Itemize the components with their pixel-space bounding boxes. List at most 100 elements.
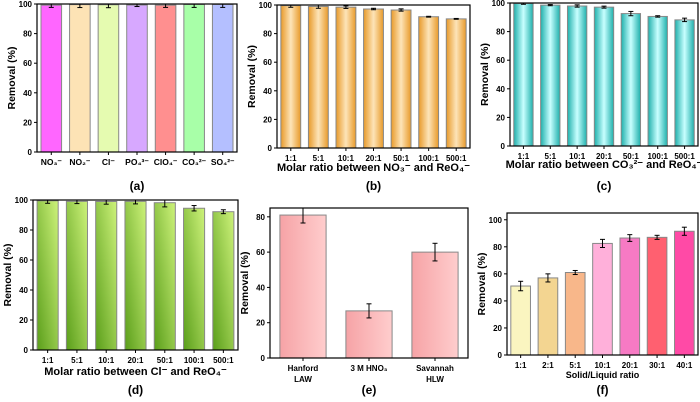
- y-tick-label: 0: [28, 148, 33, 157]
- y-tick-label: 80: [19, 226, 28, 235]
- panel-d: 1:1 5:1 10:1 20:1 50:1 100:1 500:1 0 20 40 60 80 100…: [2, 196, 239, 397]
- x-tick-label: ClO₄⁻: [154, 157, 178, 167]
- bar: [211, 3, 234, 153]
- y-axis-label: Removal (%): [479, 43, 491, 106]
- x-axis-label: Molar ratio between Cl⁻ and ReO₄⁻: [44, 366, 227, 378]
- panel-a: NO₃⁻ NO₂⁻ Cl⁻ PO₄³⁻ ClO₄⁻ CO₃²⁻ SO₄²⁻ 0 20 40 60 80…: [6, 0, 238, 193]
- bar: [36, 200, 59, 351]
- panel-label: (e): [362, 383, 377, 397]
- plot-frame: [32, 199, 239, 351]
- x-tick-label: SO₄²⁻: [211, 157, 235, 167]
- y-tick-label: 100: [492, 0, 506, 8]
- x-tick-label: 3 M HNO₃: [350, 364, 387, 373]
- bar: [674, 19, 695, 147]
- panel-label: (d): [128, 383, 143, 397]
- bar: [593, 6, 615, 147]
- y-axis-label: Removal (%): [6, 46, 18, 109]
- x-tick-label: 500:1: [446, 154, 467, 163]
- y-tick-label: 40: [23, 89, 32, 98]
- bar: [445, 18, 467, 149]
- panel-label: (f): [597, 383, 609, 397]
- y-tick-label: 60: [23, 59, 32, 68]
- bar: [646, 236, 668, 356]
- plot-frame: [276, 4, 471, 149]
- bar: [183, 3, 205, 153]
- x-tick-label: 50:1: [623, 152, 640, 161]
- y-tick-label: 20: [19, 316, 28, 325]
- bar: [97, 4, 120, 153]
- y-tick-label: 40: [256, 283, 265, 292]
- bar: [154, 4, 177, 153]
- bar: [279, 214, 327, 359]
- x-tick-label: 5:1: [313, 154, 325, 163]
- bar: [513, 2, 534, 147]
- x-tick-label: Hanford: [288, 364, 319, 373]
- y-tick-label: 80: [493, 243, 502, 252]
- x-tick-label: LAW: [294, 375, 312, 384]
- y-axis-label: Removal (%): [2, 243, 14, 306]
- y-axis-label: Removal (%): [246, 45, 258, 108]
- y-tick-label: 60: [263, 58, 272, 67]
- y-tick-label: 40: [19, 286, 28, 295]
- x-tick-label: 1:1: [285, 154, 297, 163]
- bar: [620, 13, 642, 147]
- panel-b: 1:1 5:1 10:1 20:1 50:1 100:1 500:1 0 20 40 60 80 100…: [246, 1, 471, 193]
- bar: [335, 6, 357, 149]
- x-tick-label: 20:1: [365, 154, 382, 163]
- y-tick-label: 40: [263, 87, 272, 96]
- plot-frame: [269, 207, 469, 359]
- bar: [363, 8, 384, 149]
- x-tick-label: NO₂⁻: [69, 157, 91, 167]
- y-tick-label: 80: [263, 30, 272, 39]
- x-tick-label: 1:1: [518, 152, 530, 161]
- x-tick-label: 2:1: [542, 361, 554, 370]
- x-tick-label: 5:1: [545, 152, 557, 161]
- y-tick-label: 20: [23, 118, 32, 127]
- x-tick-label: 20:1: [622, 361, 639, 370]
- x-tick-label: Savannah: [416, 364, 454, 373]
- y-tick-label: 60: [493, 270, 502, 279]
- bar: [153, 202, 176, 351]
- x-tick-label: 10:1: [594, 361, 611, 370]
- x-axis-label: Molar ratio between CO₃²⁻ and ReO₄⁻: [506, 159, 700, 171]
- bar: [510, 285, 531, 356]
- x-tick-label: 20:1: [127, 356, 144, 365]
- bar: [69, 4, 91, 153]
- plot-frame: [506, 212, 699, 356]
- panel-f: 1:1 2:1 5:1 10:1 20:1 30:1 40:1 0 20 40 60 80 100 Rem…: [476, 212, 699, 397]
- bar: [307, 5, 329, 149]
- y-tick-label: 20: [263, 115, 272, 124]
- x-axis-label: Solid/Liquid ratio: [566, 370, 640, 380]
- bar: [183, 207, 206, 351]
- x-tick-label: 5:1: [569, 361, 581, 370]
- bar: [124, 200, 147, 351]
- x-tick-label: Cl⁻: [102, 157, 116, 167]
- x-tick-label: CO₃²⁻: [182, 157, 207, 167]
- bar: [65, 200, 88, 351]
- bar: [619, 237, 641, 356]
- bar: [540, 4, 561, 147]
- y-tick-label: 100: [15, 196, 29, 205]
- bar: [418, 16, 440, 149]
- x-axis-label: Molar ratio between NO₃⁻ and ReO₄⁻: [277, 162, 470, 174]
- y-tick-label: 0: [498, 351, 503, 360]
- panel-label: (b): [366, 179, 381, 193]
- x-tick-label: 1:1: [515, 361, 527, 370]
- y-tick-label: 100: [19, 0, 33, 9]
- bar: [40, 4, 63, 153]
- x-tick-label: NO₃⁻: [41, 157, 63, 167]
- panel-label: (a): [130, 179, 145, 193]
- x-tick-label: 10:1: [338, 154, 355, 163]
- y-tick-label: 40: [493, 297, 502, 306]
- x-tick-label: 10:1: [569, 152, 586, 161]
- y-tick-label: 0: [268, 144, 273, 153]
- x-tick-label: 100:1: [184, 356, 205, 365]
- y-tick-label: 80: [256, 213, 265, 222]
- y-tick-label: 100: [489, 216, 503, 225]
- panel-c: 1:1 5:1 10:1 20:1 50:1 100:1 500:1 0 20 40 60 80 100…: [479, 0, 700, 193]
- y-tick-label: 40: [496, 85, 505, 94]
- x-tick-label: 20:1: [596, 152, 613, 161]
- x-tick-label: HLW: [426, 375, 444, 384]
- bar: [566, 5, 588, 147]
- bar: [95, 201, 118, 351]
